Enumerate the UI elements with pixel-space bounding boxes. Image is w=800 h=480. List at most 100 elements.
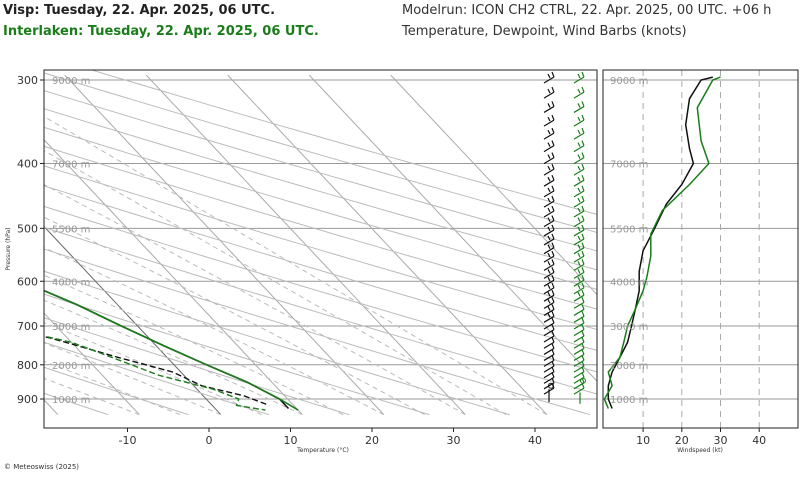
skewt-axes: 9000 m 7000 m 5500 m 4000 m 3000 m 2000 m 1000… (17, 74, 542, 447)
visp-temperature-line (44, 289, 290, 410)
moist-adiabat-line (44, 274, 344, 416)
interlaken-wind-barb (573, 86, 585, 99)
windspeed-series (603, 76, 721, 409)
windspeed-frame (602, 69, 799, 429)
visp-wind-barb (543, 311, 555, 323)
wind-height-label: 3000 m (610, 322, 648, 333)
windspeed-grid (603, 70, 798, 428)
visp-wind-barb (543, 163, 555, 176)
visp-wind-barb (543, 71, 555, 84)
windspeed-axes: 10 20 30 40 9000 m 7000 m 5500 m 4000 m 3000 m 20… (610, 76, 766, 447)
visp-wind-barb (543, 330, 555, 343)
wind-height-label: 5500 m (610, 224, 648, 235)
x-axis-label: Temperature (°C) (296, 447, 349, 454)
height-label: 5500 m (52, 224, 90, 235)
visp-wind-barb (543, 86, 555, 99)
dry-adiabat-line (44, 145, 597, 310)
wind-height-label: 2000 m (610, 361, 648, 372)
isotherm-line (64, 74, 385, 416)
moist-adiabat-line (44, 342, 222, 416)
dry-adiabat-line (44, 185, 597, 351)
interlaken-windspeed-line (603, 76, 721, 409)
interlaken-wind-barb (573, 114, 585, 127)
wind-height-label: 9000 m (610, 76, 648, 87)
dry-adiabat-line (44, 293, 430, 416)
dry-adiabat-line (44, 126, 597, 290)
y-tick-label: 500 (17, 222, 38, 235)
interlaken-wind-barb (573, 215, 585, 228)
visp-wind-barb (543, 267, 555, 279)
dry-adiabat-line (44, 317, 350, 416)
interlaken-wind-barb (573, 174, 585, 187)
x-tick-label: 10 (284, 434, 298, 447)
height-label: 7000 m (52, 160, 90, 171)
interlaken-wind-barb (573, 195, 585, 208)
visp-wind-barb (543, 224, 555, 237)
dry-adiabat-line (44, 270, 510, 416)
interlaken-wind-barb (573, 71, 585, 84)
dry-adiabat-line (44, 341, 270, 416)
variables-legend: Temperature, Dewpoint, Wind Barbs (knots… (402, 24, 687, 39)
interlaken-calm-circle (580, 377, 586, 384)
isotherm-line (145, 74, 466, 416)
interlaken-wind-barb (573, 330, 585, 343)
station-title-interlaken: Interlaken: Tuesday, 22. Apr. 2025, 06 U… (3, 24, 319, 39)
interlaken-wind-barb (573, 140, 585, 153)
interlaken-wind-barb (573, 311, 585, 323)
skewt-frame (43, 69, 598, 429)
visp-wind-barb (543, 114, 555, 127)
visp-wind-barb (543, 185, 555, 198)
interlaken-temperature-line (44, 289, 299, 411)
skewt-series (44, 289, 299, 411)
visp-wind-barb (543, 195, 555, 208)
height-label: 3000 m (52, 322, 90, 333)
isotherm-line (44, 312, 140, 416)
visp-wind-barb (543, 152, 555, 165)
isotherm-line (390, 74, 597, 296)
dry-adiabat-line (44, 108, 597, 271)
moist-adiabat-line (44, 216, 425, 416)
interlaken-dewpoint-line (44, 335, 266, 411)
interlaken-wind-barb (573, 250, 585, 263)
visp-wind-barb (543, 289, 555, 302)
wind-x-tick-label: 20 (675, 434, 689, 447)
y-axis-label: Pressure (hPa) (5, 227, 12, 270)
dry-adiabat-line (44, 366, 189, 416)
height-label: 1000 m (52, 395, 90, 406)
interlaken-wind-barb (573, 224, 585, 237)
visp-windspeed-line (607, 76, 713, 409)
dry-adiabat-line (44, 165, 597, 331)
x-tick-label: 20 (365, 434, 379, 447)
visp-wind-barb (543, 205, 555, 218)
visp-wind-barb (543, 250, 555, 263)
interlaken-wind-barb (573, 242, 585, 255)
interlaken-wind-barb (573, 289, 585, 302)
y-tick-label: 600 (17, 275, 38, 288)
interlaken-wind-barb (573, 152, 585, 165)
wind-x-tick-label: 30 (714, 434, 728, 447)
x-tick-label: -10 (119, 434, 137, 447)
wind-height-label: 7000 m (610, 160, 648, 171)
moist-adiabat-line (44, 183, 466, 416)
visp-wind-barb (543, 317, 555, 330)
visp-dewpoint-line (44, 336, 270, 407)
visp-calm-circle (548, 382, 554, 389)
visp-wind-barb (543, 297, 555, 309)
moist-adiabat-line (44, 150, 507, 416)
dry-adiabat-line (44, 248, 591, 416)
interlaken-wind-barb (573, 163, 585, 176)
wind-height-label: 1000 m (610, 395, 648, 406)
interlaken-wind-barb (573, 274, 585, 287)
moist-adiabat-line (44, 299, 303, 416)
wind-x-tick-label: 40 (752, 434, 766, 447)
interlaken-wind-barb (573, 304, 585, 316)
wind-barbs (543, 71, 586, 404)
visp-wind-barb (543, 174, 555, 187)
dry-adiabat-line (44, 226, 597, 395)
dry-adiabat-line (44, 72, 597, 233)
interlaken-wind-barb (573, 337, 585, 349)
moist-adiabat-line (44, 377, 140, 416)
visp-wind-barb (543, 324, 555, 337)
dry-adiabat-line (44, 90, 597, 252)
